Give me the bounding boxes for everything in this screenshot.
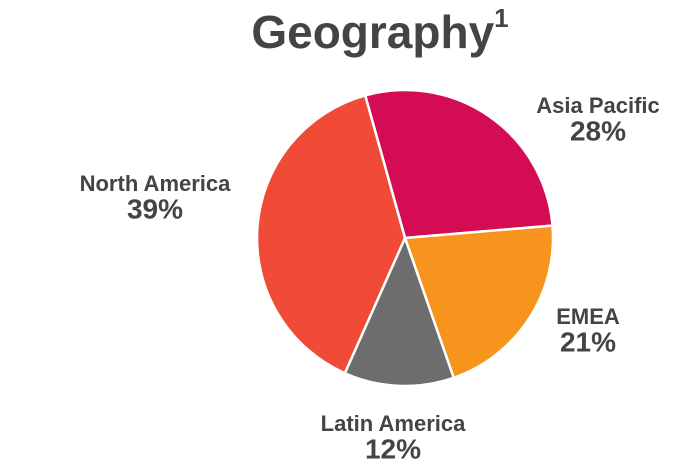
slice-label: Latin America: [321, 411, 466, 436]
slice-label: North America: [80, 171, 232, 196]
slice-label: EMEA: [556, 304, 620, 329]
slice-label: Asia Pacific: [536, 93, 660, 118]
slice-value-label: 28%: [570, 115, 626, 146]
pie-slice: [363, 88, 554, 240]
pie-slice: [343, 234, 456, 388]
slice-value-label: 21%: [560, 326, 616, 357]
pie-slice: [403, 224, 555, 380]
slice-value-label: 39%: [127, 193, 183, 224]
slice-value-label: 12%: [365, 433, 421, 464]
chart-title: Geography1: [251, 3, 508, 58]
title-superscript: 1: [494, 3, 508, 33]
title-text: Geography: [251, 6, 494, 58]
pie-slice: [255, 93, 407, 375]
